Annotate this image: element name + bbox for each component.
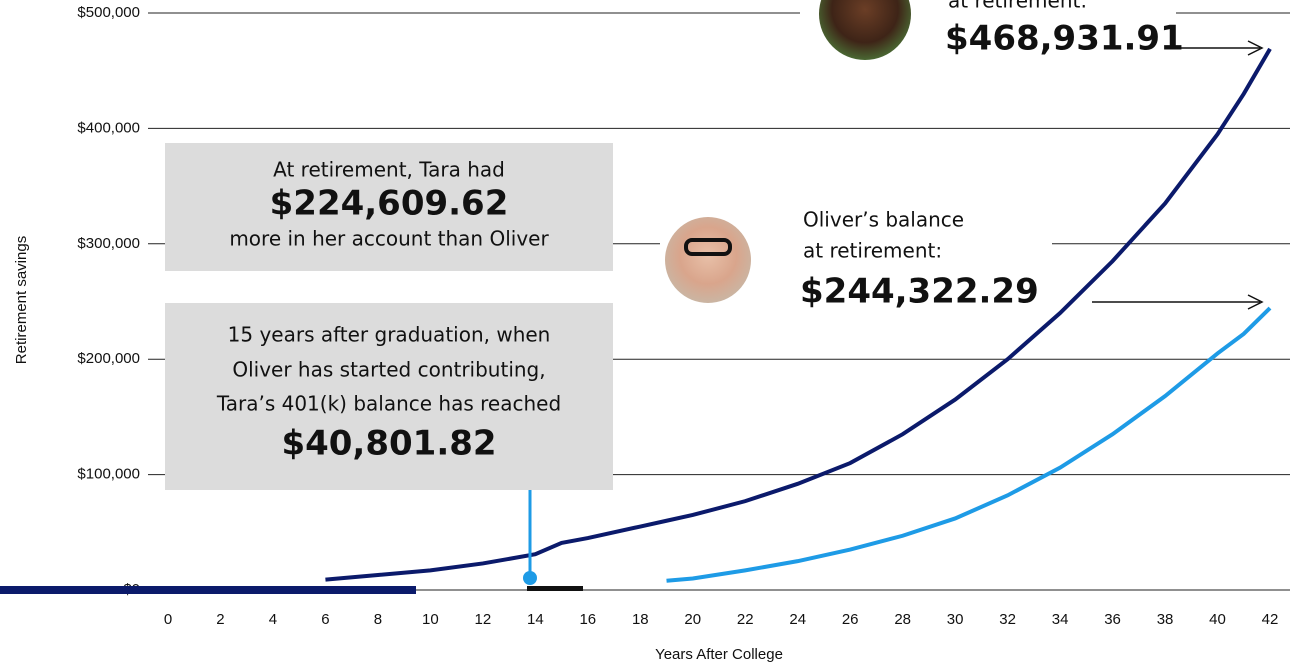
x-tick-label: 16 bbox=[579, 611, 596, 628]
x-tick-label: 24 bbox=[789, 611, 806, 628]
callout-amount: $224,609.62 bbox=[270, 184, 509, 224]
x-tick-label: 26 bbox=[842, 611, 859, 628]
callout-text: Tara’s 401(k) balance has reached bbox=[216, 392, 561, 416]
label: at retirement: bbox=[803, 239, 942, 263]
amount: $468,931.91 bbox=[945, 19, 1184, 59]
x-tick-label: 38 bbox=[1157, 611, 1174, 628]
chart: $0$100,000$200,000$300,000$400,000$500,0… bbox=[0, 0, 1303, 666]
x-axis-label: Years After College bbox=[655, 646, 783, 663]
x-tick-label: 2 bbox=[216, 611, 224, 628]
x-tick-label: 12 bbox=[475, 611, 492, 628]
x-tick-label: 10 bbox=[422, 611, 439, 628]
callout-text: 15 years after graduation, when bbox=[228, 323, 551, 347]
period-bar bbox=[527, 586, 583, 591]
x-tick-label: 20 bbox=[684, 611, 701, 628]
x-tick-label: 40 bbox=[1209, 611, 1226, 628]
x-tick-label: 8 bbox=[374, 611, 382, 628]
x-tick-label: 36 bbox=[1104, 611, 1121, 628]
label: Oliver’s balance bbox=[803, 208, 964, 232]
callout-amount: $40,801.82 bbox=[281, 424, 496, 464]
y-axis-label: Retirement savings bbox=[13, 236, 30, 364]
x-tick-label: 14 bbox=[527, 611, 544, 628]
line bbox=[667, 308, 1270, 581]
callout-text: more in her account than Oliver bbox=[229, 227, 549, 251]
x-tick-label: 42 bbox=[1262, 611, 1279, 628]
label: at retirement: bbox=[948, 0, 1087, 13]
x-tick-label: 6 bbox=[321, 611, 329, 628]
x-tick-label: 28 bbox=[894, 611, 911, 628]
x-tick-label: 4 bbox=[269, 611, 277, 628]
callout-dot bbox=[523, 571, 537, 585]
y-tick-label: $400,000 bbox=[77, 119, 140, 136]
x-tick-label: 32 bbox=[999, 611, 1016, 628]
x-tick-label: 30 bbox=[947, 611, 964, 628]
y-tick-label: $200,000 bbox=[77, 350, 140, 367]
callout-text: At retirement, Tara had bbox=[273, 158, 505, 182]
period-bar bbox=[0, 586, 416, 594]
y-tick-label: $300,000 bbox=[77, 235, 140, 252]
amount: $244,322.29 bbox=[800, 272, 1039, 312]
x-tick-label: 34 bbox=[1052, 611, 1069, 628]
x-tick-label: 18 bbox=[632, 611, 649, 628]
y-tick-label: $500,000 bbox=[77, 4, 140, 21]
x-tick-label: 0 bbox=[164, 611, 172, 628]
x-tick-label: 22 bbox=[737, 611, 754, 628]
y-tick-label: $100,000 bbox=[77, 466, 140, 483]
photo bbox=[665, 217, 751, 303]
callout-text: Oliver has started contributing, bbox=[232, 358, 545, 382]
